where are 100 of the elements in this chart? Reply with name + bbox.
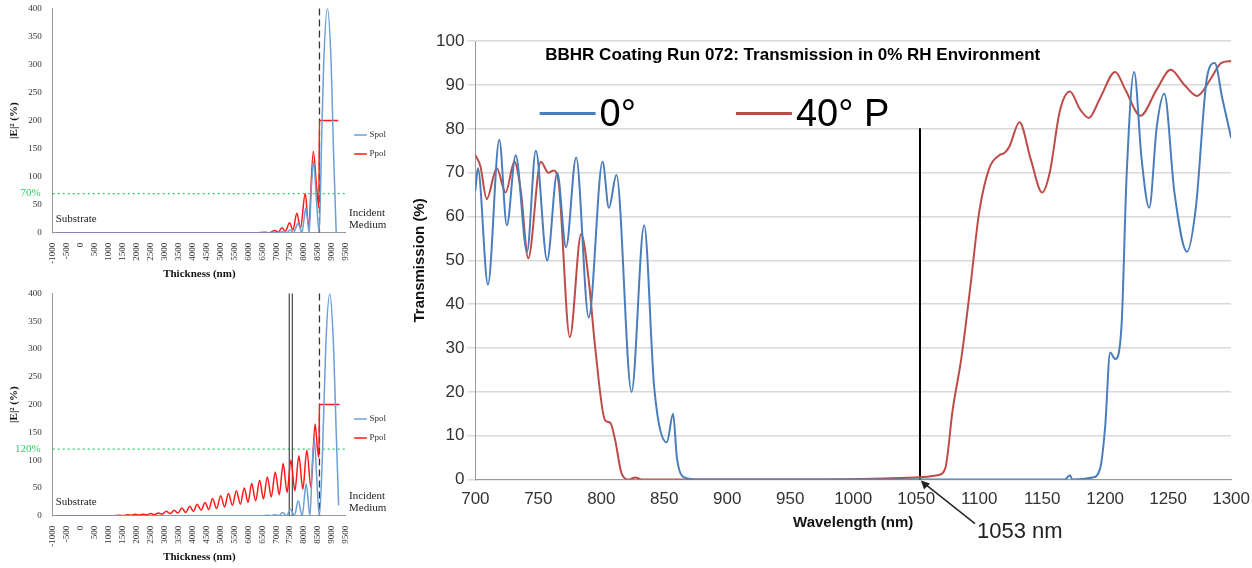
x-tick-label: 6000 <box>242 242 253 261</box>
x-tick-label: 750 <box>524 489 553 509</box>
x-tick-label: 0 <box>74 525 85 531</box>
x-tick-label: -500 <box>61 525 72 543</box>
text: Incident Medium <box>348 205 387 230</box>
y-tick-label: 200 <box>28 114 43 125</box>
x-tick-label: 9500 <box>340 525 351 544</box>
x-tick-label: -1000 <box>47 242 58 264</box>
y-tick-label: 200 <box>28 398 43 409</box>
x-tick-label: 950 <box>776 489 805 509</box>
x-tick-label: 4000 <box>186 525 197 544</box>
x-tick-label: 900 <box>713 489 742 509</box>
x-tick-label: 3000 <box>158 242 169 261</box>
x-tick-label: -1000 <box>47 525 58 547</box>
text: Incident Medium <box>348 488 387 513</box>
x-tick-label: 2500 <box>144 242 155 261</box>
x-tick-label: 5000 <box>214 525 225 544</box>
y-tick-label: 100 <box>28 454 43 465</box>
x-axis-title: Thickness (nm) <box>163 550 236 564</box>
y-axis-title: Transmission (%) <box>410 198 428 323</box>
x-tick-label: 3000 <box>158 525 169 544</box>
x-tick-label: 5500 <box>228 242 239 261</box>
y-tick-label: 150 <box>28 426 43 437</box>
x-tick-label: 3500 <box>172 525 183 544</box>
x-tick-label: 7500 <box>284 242 295 261</box>
x-tick-label: 3500 <box>172 242 183 261</box>
x-tick-label: 1000 <box>102 525 113 544</box>
x-tick-label: 6500 <box>256 242 267 261</box>
legend-label: Ppol <box>369 148 387 159</box>
legend-label: 40° P <box>795 92 890 135</box>
y-tick-label: 40 <box>445 293 465 313</box>
annotation: Substrate <box>55 211 97 224</box>
y-axis-title: |E|² (%) <box>7 101 21 139</box>
x-tick-label: 1100 <box>960 489 998 509</box>
x-tick-label: 1500 <box>116 242 127 261</box>
x-tick-label: 5500 <box>228 525 239 544</box>
y-tick-label: 0 <box>37 227 43 238</box>
x-tick-label: 0 <box>74 242 85 248</box>
x-tick-label: 8000 <box>298 525 309 544</box>
y-tick-label: 50 <box>445 250 465 270</box>
y-tick-label: 80 <box>445 118 465 138</box>
x-tick-label: 8500 <box>312 242 323 261</box>
x-tick-label: 7500 <box>284 525 295 544</box>
legend-label: 0° <box>599 92 636 135</box>
x-tick-label: 1000 <box>102 242 113 261</box>
x-tick-label: 9500 <box>340 242 351 261</box>
x-axis-title: Thickness (nm) <box>163 267 236 281</box>
y-tick-label: 0 <box>37 510 43 521</box>
x-tick-label: 8500 <box>312 525 323 544</box>
x-tick-label: 6500 <box>256 525 267 544</box>
x-tick-label: 700 <box>461 489 490 509</box>
y-tick-label: 250 <box>28 86 43 97</box>
y-tick-label: 50 <box>32 199 43 210</box>
y-tick-label: 400 <box>28 2 43 13</box>
x-tick-label: 500 <box>88 242 99 257</box>
y-tick-label: 250 <box>28 371 43 382</box>
x-tick-label: 5000 <box>214 242 225 261</box>
x-tick-label: 2000 <box>130 242 141 261</box>
x-tick-label: 2500 <box>144 525 155 544</box>
x-tick-label: 800 <box>587 489 616 509</box>
annotation: 1053 nm <box>976 517 1063 543</box>
x-tick-label: 1200 <box>1086 489 1125 509</box>
x-tick-label: -500 <box>61 242 72 260</box>
legend-label: Spol <box>369 129 387 140</box>
y-tick-label: 400 <box>28 287 43 298</box>
y-tick-label: 350 <box>28 315 43 326</box>
y-tick-label: 300 <box>28 58 43 69</box>
y-tick-label: 70 <box>445 162 465 182</box>
y-tick-label: 100 <box>28 171 43 182</box>
y-tick-label: 10 <box>445 425 465 445</box>
x-tick-label: 1500 <box>116 525 127 544</box>
y-tick-label: 300 <box>28 343 43 354</box>
y-tick-label: 90 <box>445 74 465 94</box>
x-tick-label: 7000 <box>270 242 281 261</box>
x-tick-label: 2000 <box>130 525 141 544</box>
y-tick-label: 0 <box>454 469 465 489</box>
y-tick-label: 50 <box>32 482 43 493</box>
y-tick-label: 60 <box>445 206 465 226</box>
x-tick-label: 4500 <box>200 242 211 261</box>
x-tick-label: 1300 <box>1212 489 1250 509</box>
x-axis-title: Wavelength (nm) <box>793 513 914 531</box>
y-tick-label: 100 <box>435 30 465 50</box>
x-tick-label: 4500 <box>200 525 211 544</box>
y-tick-label: 150 <box>28 143 43 154</box>
y-tick-label: 30 <box>445 337 465 357</box>
annotation: Substrate <box>55 494 97 507</box>
x-tick-label: 1150 <box>1023 489 1061 509</box>
x-tick-label: 850 <box>650 489 679 509</box>
x-tick-label: 6000 <box>242 525 253 544</box>
legend-label: Spol <box>369 413 387 424</box>
y-tick-label: 20 <box>445 381 465 401</box>
x-tick-label: 9000 <box>326 242 337 261</box>
ref-line-label: 70% <box>20 186 41 199</box>
x-tick-label: 7000 <box>270 525 281 544</box>
x-tick-label: 9000 <box>326 525 337 544</box>
y-tick-label: 350 <box>28 30 43 41</box>
x-tick-label: 500 <box>88 525 99 540</box>
x-tick-label: 4000 <box>186 242 197 261</box>
x-tick-label: 1050 <box>897 489 936 509</box>
chart-title: BBHR Coating Run 072: Transmission in 0% RH Environment <box>545 44 1041 64</box>
